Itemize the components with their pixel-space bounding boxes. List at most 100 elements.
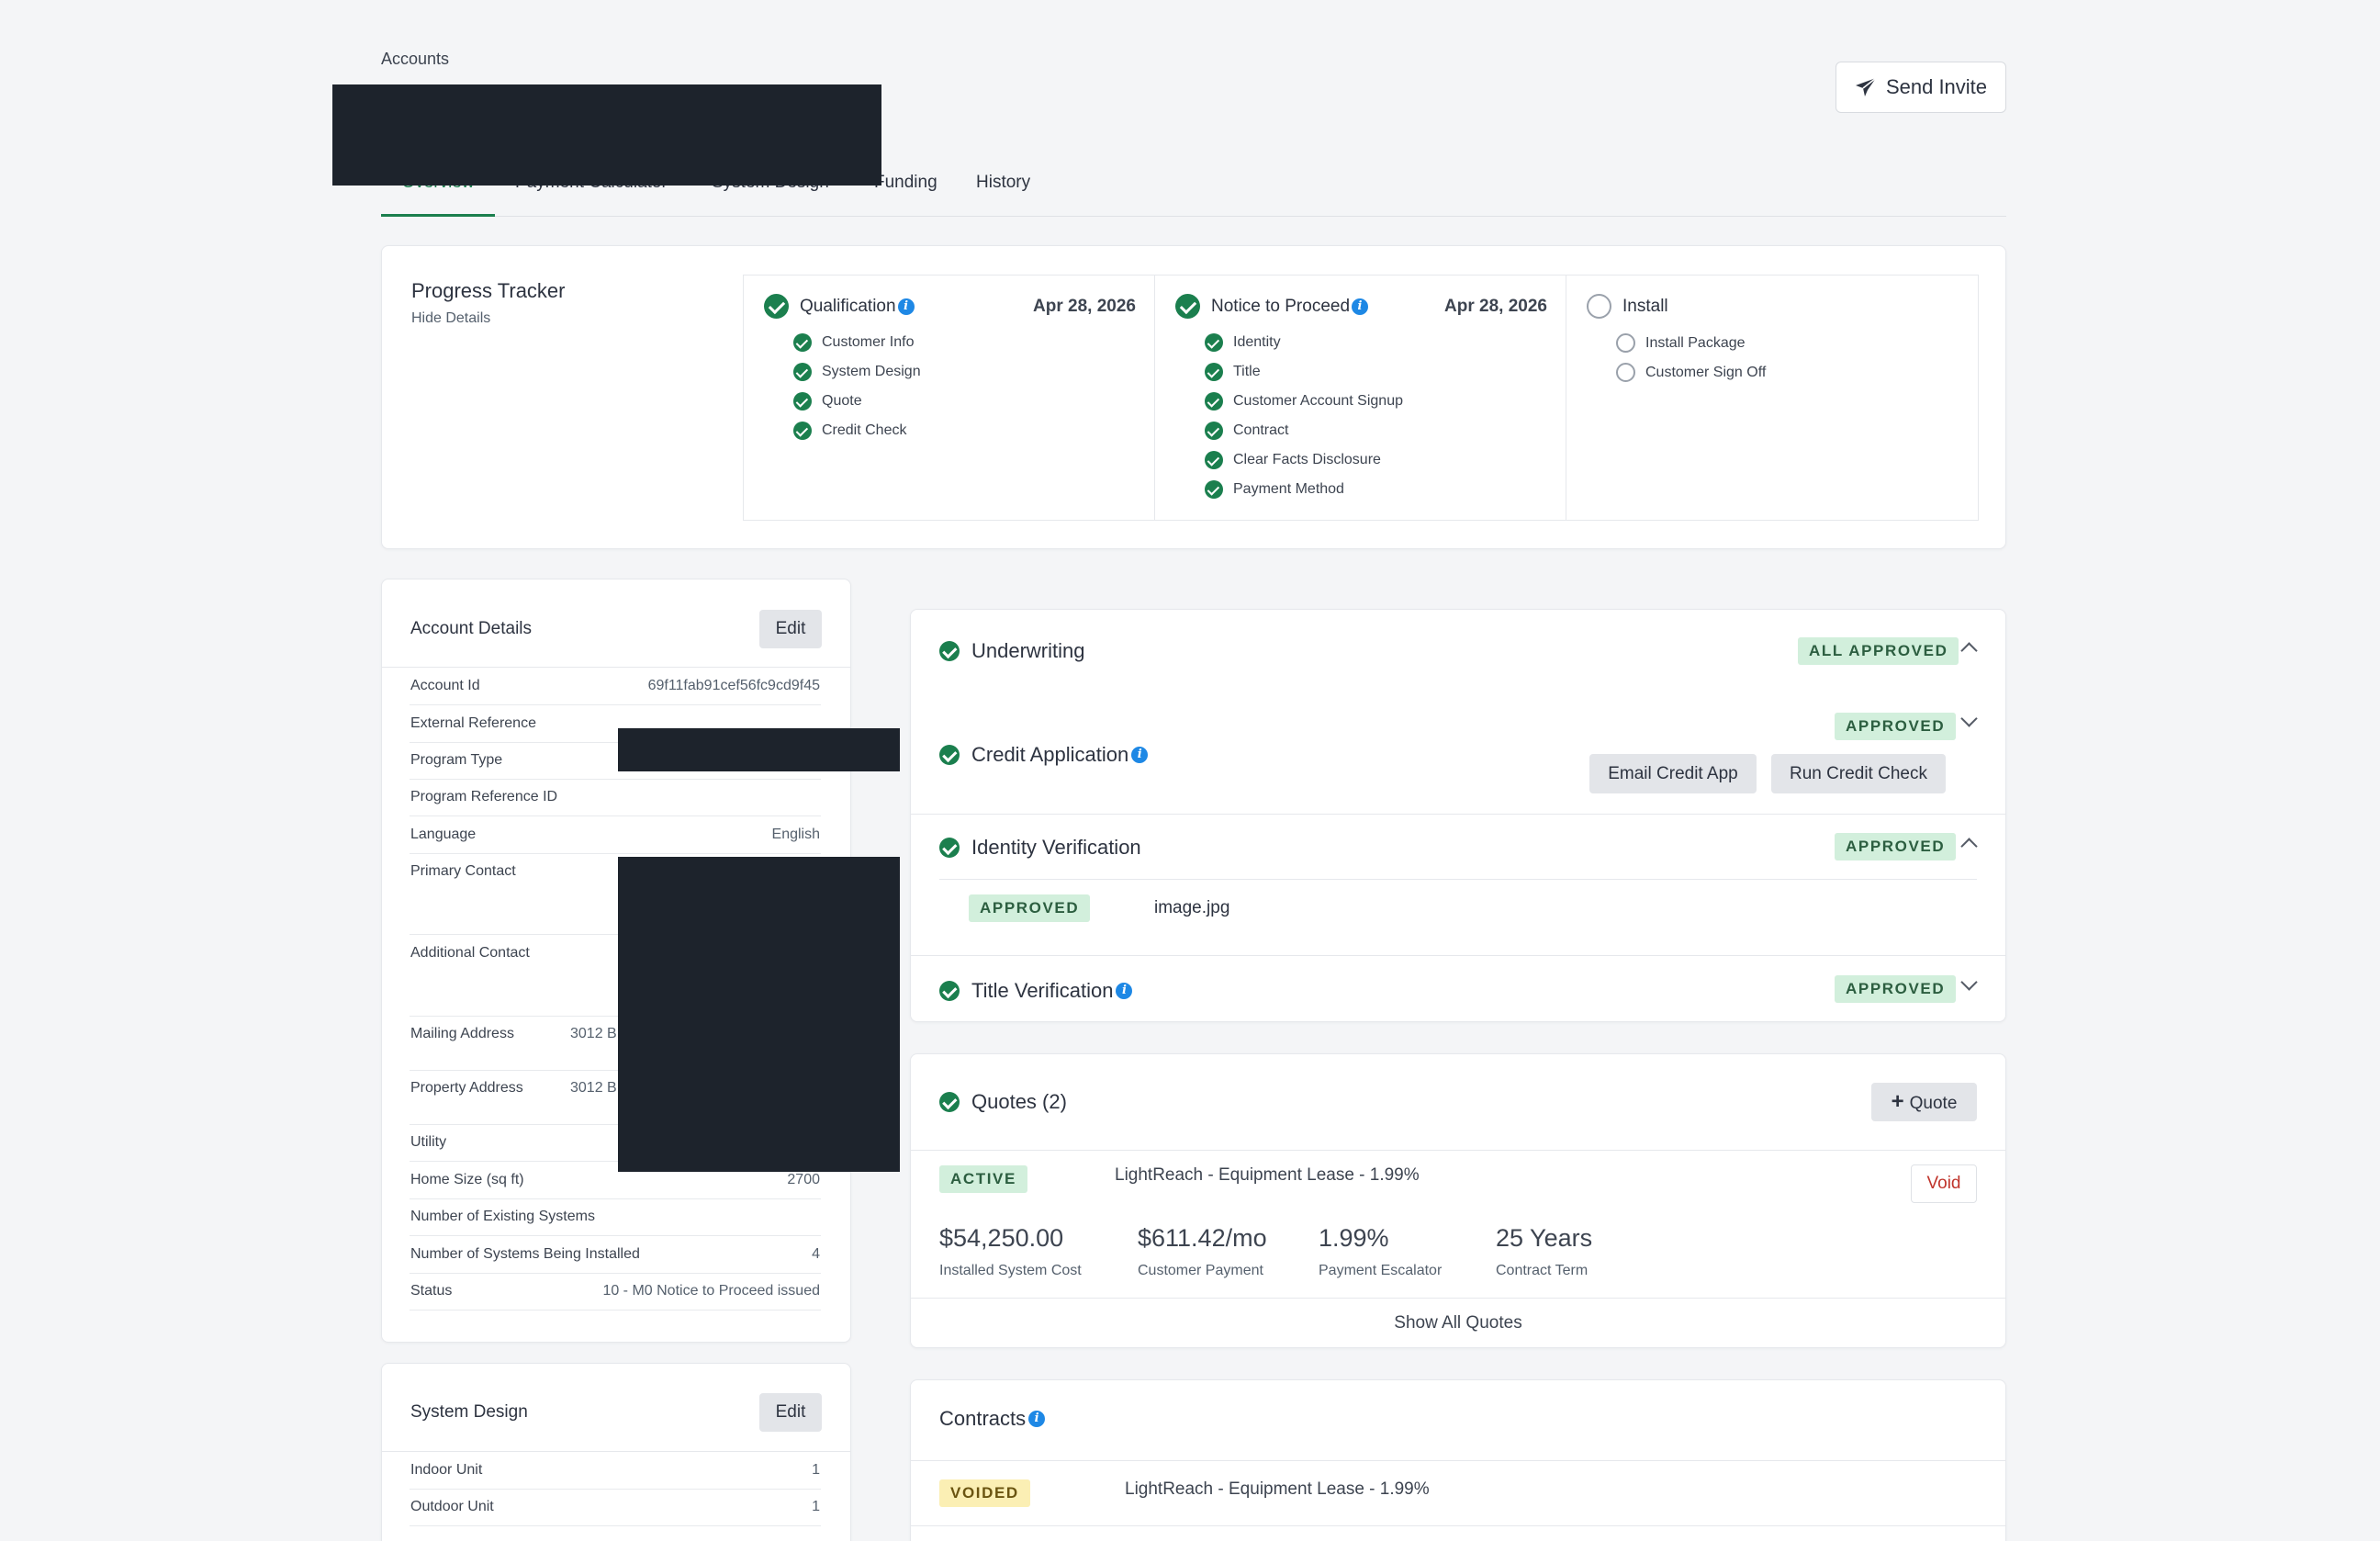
list-item: Customer Account Signup [1205, 392, 1403, 411]
detail-row-program-reference: Program Reference ID [410, 780, 821, 816]
contracts-header: Contracts i [939, 1407, 1046, 1431]
stage-header: Notice to Proceed i [1175, 294, 1369, 319]
account-details-title: Account Details [410, 619, 533, 638]
divider [910, 1298, 2006, 1299]
plus-icon: + [1891, 1089, 1904, 1114]
tab-funding[interactable]: Funding [874, 173, 937, 192]
empty-circle-icon [1587, 294, 1611, 319]
check-circle-icon [1205, 480, 1223, 499]
divider [381, 1451, 851, 1452]
check-circle-icon [939, 981, 960, 1001]
escalator-label: Payment Escalator [1319, 1263, 1443, 1278]
installed-cost-label: Installed System Cost [939, 1263, 1082, 1278]
check-circle-icon [939, 838, 960, 858]
contract-name[interactable]: LightReach - Equipment Lease - 1.99% [1125, 1479, 1430, 1499]
send-invite-button[interactable]: Send Invite [1836, 62, 2006, 113]
identity-verification-title: Identity Verification [971, 836, 1141, 859]
check-circle-icon [793, 333, 812, 352]
check-circle-icon [939, 745, 960, 765]
status-badge: ACTIVE [939, 1165, 1027, 1193]
check-circle-icon [1205, 451, 1223, 469]
stages-container: Qualification i Apr 28, 2026 Customer In… [743, 275, 1979, 521]
email-credit-app-button[interactable]: Email Credit App [1589, 754, 1757, 793]
check-circle-icon [1175, 294, 1200, 319]
divider [910, 1460, 2006, 1461]
edit-system-design-button[interactable]: Edit [759, 1393, 822, 1432]
quote-name: LightReach - Equipment Lease - 1.99% [1115, 1165, 1420, 1185]
underwriting-title: Underwriting [971, 639, 1085, 662]
status-badge: APPROVED [1835, 975, 1957, 1003]
system-design-title: System Design [410, 1402, 528, 1422]
credit-application-title: Credit Application [971, 743, 1129, 766]
detail-row-existing-systems: Number of Existing Systems [410, 1199, 821, 1236]
check-circle-icon [939, 641, 960, 661]
check-circle-icon [1205, 333, 1223, 352]
check-circle-icon [793, 422, 812, 440]
list-item: Customer Sign Off [1616, 363, 1766, 382]
detail-row-outdoor-unit: Outdoor Unit 1 [410, 1490, 821, 1526]
redaction-box [332, 84, 881, 186]
redaction-box [618, 728, 900, 771]
status-badge: VOIDED [939, 1479, 1030, 1507]
list-item: Contract [1205, 422, 1288, 440]
breadcrumb[interactable]: Accounts [381, 50, 450, 68]
add-quote-button[interactable]: + Quote [1871, 1083, 1977, 1121]
underwriting-header[interactable]: Underwriting [939, 639, 1085, 663]
info-icon[interactable]: i [1352, 298, 1369, 315]
paper-plane-icon [1855, 77, 1877, 96]
hide-details-link[interactable]: Hide Details [411, 310, 491, 326]
stage-header: Qualification i [764, 294, 915, 319]
detail-row-status: Status 10 - M0 Notice to Proceed issued [410, 1274, 821, 1310]
stage-name: Qualification [800, 296, 896, 316]
file-status-badge: APPROVED [969, 894, 1091, 922]
list-item: Install Package [1616, 333, 1746, 353]
underwriting-card [910, 609, 2006, 1022]
stage-install: Install Install Package Customer Sign Of… [1566, 276, 1978, 520]
check-circle-icon [1205, 422, 1223, 440]
info-icon[interactable]: i [1131, 747, 1149, 763]
contract-term-value: 25 Years [1496, 1224, 1593, 1252]
info-icon[interactable]: i [1028, 1411, 1046, 1427]
identity-verification-header[interactable]: Identity Verification [939, 836, 1141, 860]
customer-payment-value: $611.42/mo [1138, 1224, 1267, 1252]
list-item: Quote [793, 392, 862, 411]
detail-row-indoor-unit: Indoor Unit 1 [410, 1453, 821, 1490]
tab-history[interactable]: History [976, 173, 1031, 192]
divider [910, 955, 2006, 956]
show-all-quotes-button[interactable]: Show All Quotes [1394, 1313, 1522, 1333]
escalator-value: 1.99% [1319, 1224, 1389, 1252]
stage-date: Apr 28, 2026 [1444, 297, 1547, 316]
detail-row-external-reference: External Reference [410, 706, 821, 743]
credit-application-header[interactable]: Credit Application i [939, 743, 1149, 767]
stage-notice-to-proceed: Notice to Proceed i Apr 28, 2026 Identit… [1155, 276, 1566, 520]
list-item: Credit Check [793, 422, 906, 440]
detail-row-systems-installed: Number of Systems Being Installed 4 [410, 1237, 821, 1274]
list-item: Title [1205, 363, 1261, 381]
detail-row-utility: Utility [410, 1125, 821, 1162]
divider [910, 814, 2006, 815]
check-circle-icon [1205, 392, 1223, 411]
info-icon[interactable]: i [897, 298, 915, 315]
list-item: System Design [793, 363, 921, 381]
progress-tracker-title: Progress Tracker [411, 279, 566, 302]
stage-header: Install [1587, 294, 1668, 319]
status-badge: ALL APPROVED [1798, 637, 1959, 665]
redaction-box [618, 857, 900, 1172]
check-circle-icon [793, 392, 812, 411]
void-button[interactable]: Void [1911, 1164, 1977, 1203]
edit-account-details-button[interactable]: Edit [759, 610, 822, 648]
stage-name: Install [1622, 296, 1668, 316]
detail-row-language: Language English [410, 817, 821, 854]
divider [939, 879, 1977, 880]
title-verification-header[interactable]: Title Verification i [939, 979, 1133, 1003]
file-link[interactable]: image.jpg [1154, 898, 1230, 917]
contracts-title: Contracts [939, 1407, 1027, 1430]
list-item: Payment Method [1205, 480, 1344, 499]
detail-row-account-id: Account Id 69f11fab91cef56fc9cd9f45 [410, 669, 821, 705]
run-credit-check-button[interactable]: Run Credit Check [1771, 754, 1946, 793]
info-icon[interactable]: i [1116, 983, 1133, 999]
progress-tracker-card: Progress Tracker Hide Details Qualificat… [381, 245, 2006, 549]
quotes-card [910, 1053, 2006, 1348]
stage-name: Notice to Proceed [1211, 296, 1351, 316]
detail-row-primary-contact: Primary Contact [410, 854, 821, 935]
